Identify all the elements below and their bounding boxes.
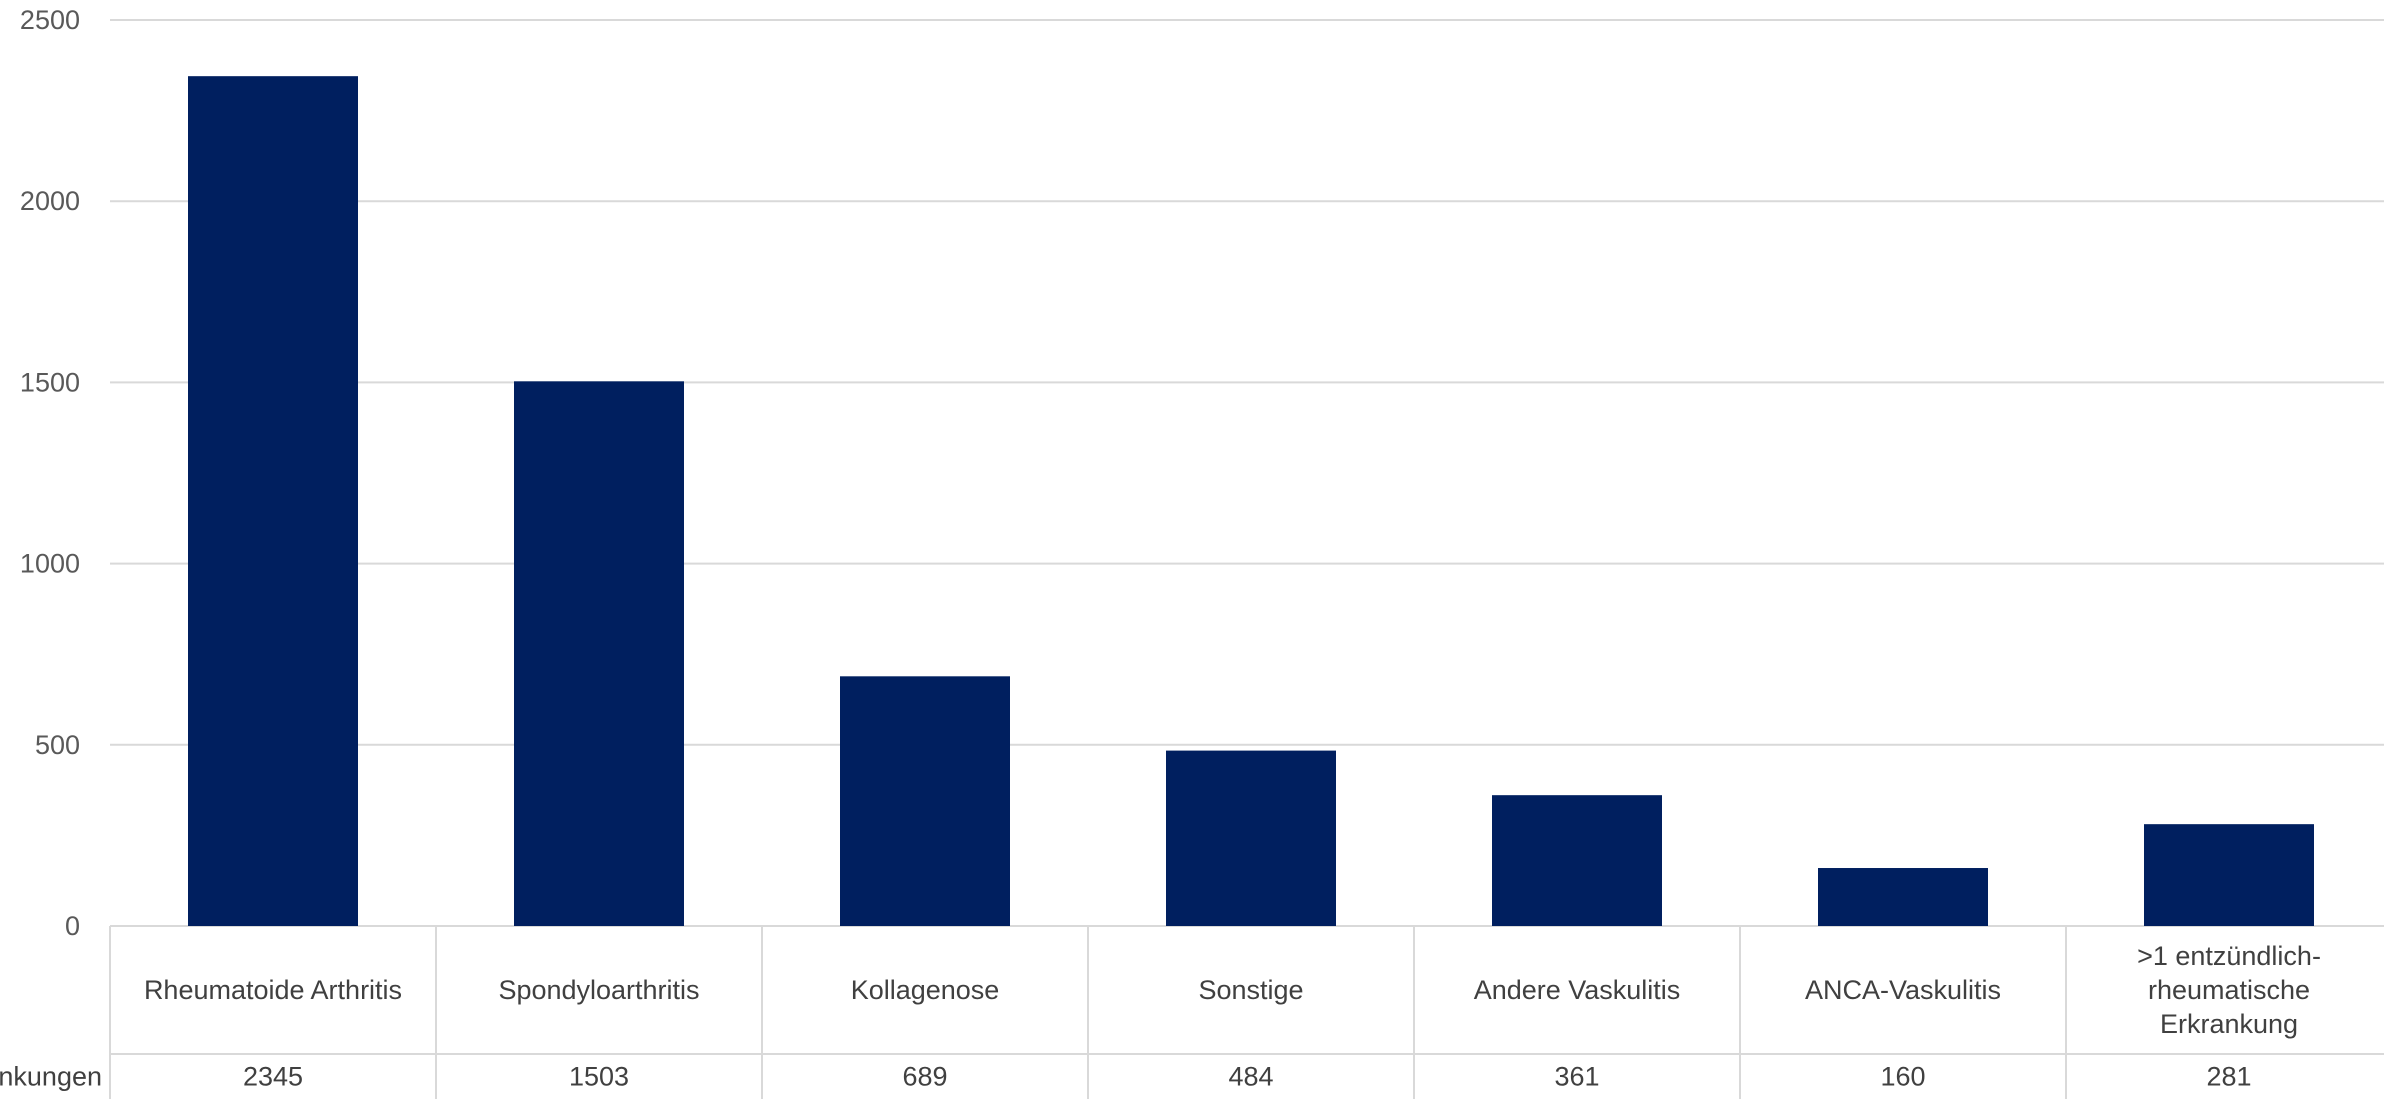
category-label-line: Erkrankung [2160,1009,2298,1039]
category-label-line: Rheumatoide Arthritis [144,975,402,1005]
category-label-line: ANCA-Vaskulitis [1805,975,2001,1005]
y-tick-label: 2000 [20,186,80,216]
data-table-value: 160 [1880,1062,1925,1092]
category-label-line: >1 entzündlich- [2137,941,2321,971]
data-table-value: 2345 [243,1062,303,1092]
y-tick-label: 0 [65,911,80,941]
y-tick-label: 500 [35,730,80,760]
category-label-line: Sonstige [1198,975,1303,1005]
bar [1818,868,1988,926]
data-table: Rheumatoide Arthritis Spondyloarthritis Ko… [0,926,2384,1099]
bar [514,381,684,926]
data-table-value: 361 [1554,1062,1599,1092]
category-label: Rheumatoide Arthritis [144,975,402,1005]
category-label: ANCA-Vaskulitis [1805,975,2001,1005]
category-label-line: Andere Vaskulitis [1474,975,1681,1005]
data-table-value: 484 [1228,1062,1273,1092]
y-axis-tick-labels: 0 500 1000 1500 2000 2500 [20,5,80,941]
data-table-value: 281 [2206,1062,2251,1092]
y-tick-label: 2500 [20,5,80,35]
bar [1492,795,1662,926]
bar [840,676,1010,926]
category-label: Spondyloarthritis [498,975,699,1005]
category-label: >1 entzündlich-rheumatische Erkrankung [2137,941,2321,1039]
category-label: Kollagenose [851,975,1000,1005]
bar [1166,750,1336,926]
category-label-line: Spondyloarthritis [498,975,699,1005]
bar [2144,824,2314,926]
gridlines [110,19,2384,927]
category-label-line: rheumatische [2148,975,2310,1005]
category-label: Andere Vaskulitis [1474,975,1681,1005]
data-table-value: 689 [902,1062,947,1092]
category-label-line: Kollagenose [851,975,1000,1005]
y-tick-label: 1000 [20,549,80,579]
bars [188,76,2314,926]
y-tick-label: 1500 [20,367,80,397]
data-table-value: 1503 [569,1062,629,1092]
series-name-label: nkungen [0,1062,102,1092]
bar [188,76,358,926]
category-label: Sonstige [1198,975,1303,1005]
